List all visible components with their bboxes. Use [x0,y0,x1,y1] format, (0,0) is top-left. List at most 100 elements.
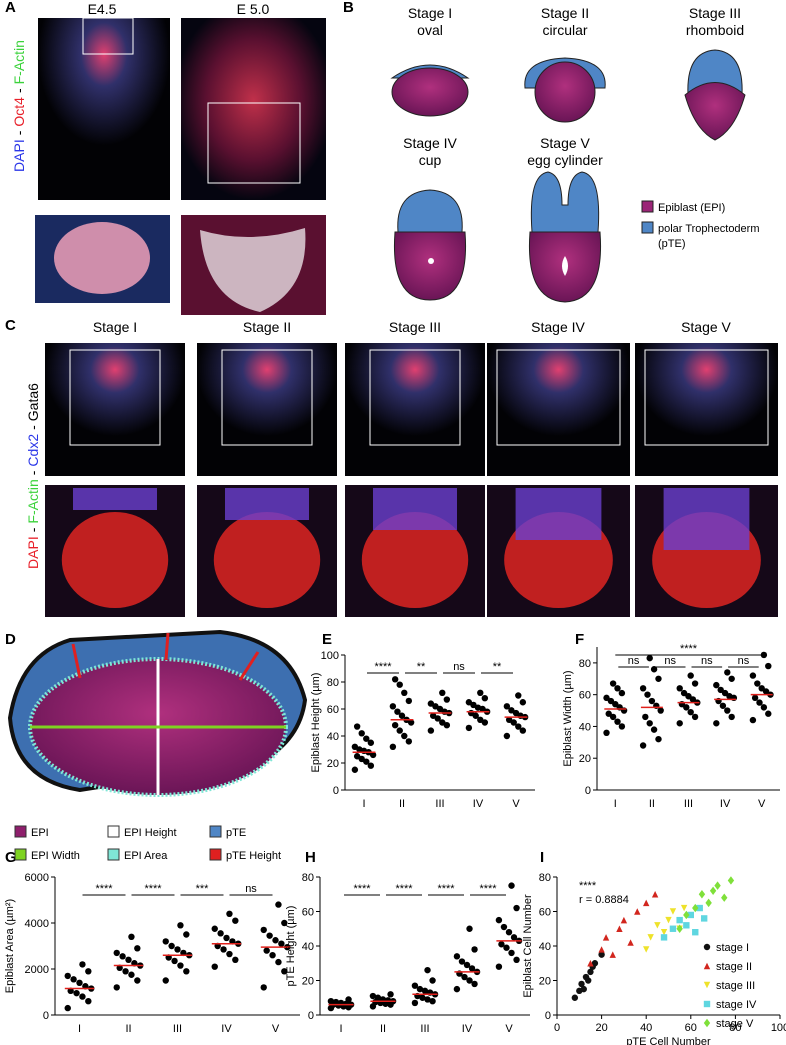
data-point [394,708,401,715]
stain-label: DAPI - F-Actin - Cdx2 - Gata6 [25,383,41,569]
data-point [263,947,270,954]
data-point [614,685,621,692]
data-point [721,689,729,697]
inset-box [496,349,621,446]
marker [654,922,661,929]
data-point [726,693,733,700]
stage-shape: oval [417,22,443,38]
data-point [760,651,768,659]
x-tick-label: V [758,798,766,810]
y-tick-label: 80 [327,677,339,689]
data-point [401,689,408,696]
data-point [495,963,503,970]
data-point [374,994,382,1001]
data-point [401,732,408,740]
marker [721,893,728,902]
panel-label: C [5,317,16,334]
data-point [275,901,282,908]
data-point [657,707,664,714]
data-point [223,934,230,942]
marker [598,951,605,958]
epiblast-overlay [200,228,306,312]
data-point [605,710,612,717]
marker [587,968,594,976]
data-point [691,680,699,687]
marker [676,924,683,933]
data-point [466,977,473,984]
x-tick-label: III [173,1023,182,1035]
x-tick-label: III [420,1023,429,1035]
marker [692,903,699,913]
data-point [168,942,175,950]
pte-region [515,488,602,540]
micrograph [635,343,778,476]
x-tick-label: 100 [771,1022,786,1034]
data-point [749,716,757,724]
x-tick-label: IV [720,798,731,810]
x-tick-label: I [339,1023,342,1035]
legend-swatch [14,848,27,861]
legend-label: EPI Area [124,850,168,862]
data-point [424,966,431,974]
data-point [421,987,429,995]
y-axis-label: Epiblast Width (µm) [562,670,574,766]
significance: **** [680,643,698,655]
data-point [211,963,218,970]
marker [703,943,711,951]
stage-shape: circular [542,22,587,38]
legend-swatch [641,221,654,234]
data-point [424,996,431,1003]
data-point [498,941,505,948]
data-point [642,713,649,721]
marker [598,946,605,953]
data-point [519,699,527,706]
data-point [646,654,653,662]
data-point [411,982,419,989]
epiblast [213,512,321,608]
marker [660,929,668,936]
marker [698,890,706,899]
data-point [618,689,626,697]
data-point [719,702,727,709]
stage-name: Stage V [540,135,590,151]
micrograph [181,18,326,200]
data-point [177,922,184,929]
data-point [500,923,508,931]
data-point [515,723,522,730]
data-point [648,697,656,705]
stage-name: Stage III [389,319,441,335]
data-point [429,977,436,984]
data-point [70,976,77,983]
data-point [609,680,617,687]
stage-shape: rhomboid [686,22,744,38]
panel-label: G [5,849,17,866]
marker [669,925,677,932]
data-point [128,933,135,940]
marker [714,881,721,890]
data-point [183,968,190,975]
data-point [691,713,699,721]
data-point [427,727,435,734]
significance: **** [395,883,413,895]
data-point [367,762,375,769]
data-point [391,722,399,729]
data-point [655,675,662,682]
marker [703,1018,711,1028]
x-tick-label: V [512,798,520,810]
legend-label: pTE Height [226,850,281,862]
y-tick-label: 40 [579,721,591,733]
column-header: E4.5 [88,1,117,17]
separator: - [25,470,41,475]
marker [647,934,654,941]
data-point [389,703,397,710]
data-point [728,675,735,682]
epi-shape [391,67,469,117]
data-point [751,694,759,702]
y-tick-label: 0 [333,785,339,797]
data-point [387,991,394,998]
data-point [443,696,451,703]
x-tick-label: 80 [729,1022,741,1034]
data-point [676,685,683,692]
data-point [345,996,352,1003]
data-point [85,998,92,1005]
